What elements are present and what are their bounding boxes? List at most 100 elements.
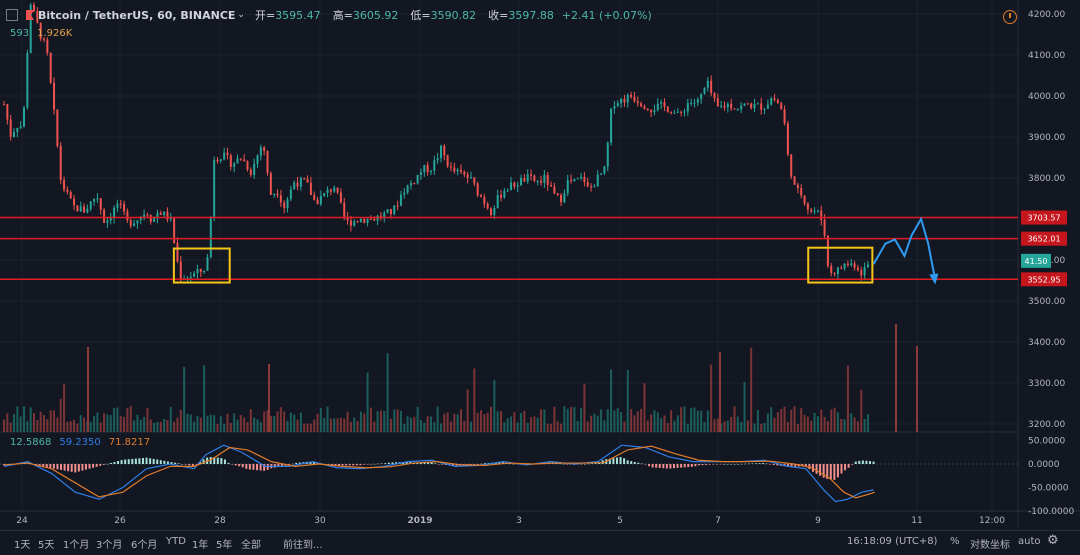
macd-hist-bar bbox=[651, 464, 654, 468]
clock-time[interactable]: 16:18:09 (UTC+8) bbox=[847, 536, 938, 547]
goto-button[interactable]: 前往到... bbox=[283, 540, 323, 551]
log-toggle[interactable]: 对数坐标 bbox=[970, 540, 1010, 551]
macd-hist-bar bbox=[81, 464, 84, 471]
macd-hist-bar bbox=[345, 464, 348, 466]
macd-hist-bar bbox=[88, 464, 91, 469]
range-1d[interactable]: 1天 bbox=[14, 540, 31, 551]
gear-icon[interactable]: ⚙ bbox=[1047, 533, 1059, 548]
volume-bar bbox=[800, 408, 803, 432]
candle-body bbox=[39, 22, 42, 39]
symbol-title[interactable]: Bitcoin / TetherUS, 60, BINANCE bbox=[38, 8, 236, 22]
macd-hist-bar bbox=[637, 462, 640, 464]
volume-bar bbox=[223, 423, 226, 432]
volume-bar bbox=[229, 422, 232, 432]
macd-hist-bar bbox=[587, 463, 590, 465]
macd-signal-value: 71.8217 bbox=[108, 437, 151, 448]
volume-bar bbox=[760, 423, 763, 432]
macd-hist-bar bbox=[744, 463, 747, 465]
macd-hist-bar bbox=[216, 457, 219, 464]
volume-bar bbox=[253, 417, 256, 432]
volume-bar bbox=[319, 408, 322, 432]
candle-body bbox=[269, 173, 272, 195]
volume-bar bbox=[286, 420, 289, 432]
candle-body bbox=[763, 108, 766, 110]
x-tick-label: 24 bbox=[16, 516, 28, 526]
volume-spike bbox=[916, 346, 918, 432]
candle-body bbox=[419, 172, 422, 175]
macd-hist-bar bbox=[156, 459, 159, 464]
range-ytd[interactable]: YTD bbox=[166, 536, 186, 547]
macd-hist-bar bbox=[558, 463, 561, 465]
volume-bar bbox=[810, 420, 813, 432]
volume-bar bbox=[276, 411, 279, 432]
volume-bar bbox=[279, 407, 282, 432]
range-6m[interactable]: 6个月 bbox=[131, 540, 158, 551]
chevron-down-icon[interactable]: ⌄ bbox=[237, 10, 245, 20]
level-price-label: 3552.95 bbox=[1027, 275, 1060, 284]
macd-hist-bar bbox=[384, 463, 387, 464]
alert-clock-icon[interactable] bbox=[1003, 10, 1017, 24]
volume-bar bbox=[76, 423, 79, 432]
percent-toggle[interactable]: % bbox=[950, 536, 960, 547]
volume-bar bbox=[596, 415, 599, 432]
macd-hist-bar bbox=[712, 464, 715, 465]
y-tick-label: 3400.00 bbox=[1028, 338, 1065, 348]
candle-body bbox=[563, 193, 566, 203]
collapse-icon[interactable] bbox=[6, 9, 18, 21]
macd-hist-bar bbox=[437, 464, 440, 465]
candle-body bbox=[463, 171, 466, 175]
volume-bar bbox=[409, 417, 412, 432]
macd-hist-bar bbox=[480, 463, 483, 465]
candle-body bbox=[19, 126, 22, 129]
macd-hist-bar bbox=[776, 464, 779, 466]
macd-hist-bar bbox=[177, 463, 180, 464]
candle-body bbox=[383, 212, 386, 218]
low-label: 低= bbox=[410, 9, 431, 22]
macd-hist-bar bbox=[277, 464, 280, 467]
macd-hist-bar bbox=[199, 461, 202, 464]
projection-path bbox=[872, 216, 937, 281]
candle-body bbox=[239, 158, 242, 160]
volume-bar bbox=[189, 414, 192, 432]
volume-bar bbox=[576, 420, 579, 432]
volume-bar bbox=[386, 353, 389, 432]
macd-hist-bar bbox=[772, 464, 775, 465]
candle-body bbox=[573, 178, 576, 182]
range-3m[interactable]: 3个月 bbox=[96, 540, 123, 551]
macd-hist-bar bbox=[794, 464, 797, 467]
auto-toggle[interactable]: auto bbox=[1018, 536, 1041, 547]
macd-hist-bar bbox=[726, 464, 729, 465]
volume-bar bbox=[256, 419, 259, 432]
candle-body bbox=[369, 218, 372, 220]
volume-bar bbox=[683, 406, 686, 432]
candle-body bbox=[26, 52, 29, 108]
y-tick-label: 3800.00 bbox=[1028, 174, 1065, 184]
candle-body bbox=[806, 203, 809, 210]
volume-bar bbox=[623, 421, 626, 432]
candle-body bbox=[566, 180, 569, 194]
high-label: 高= bbox=[332, 9, 353, 22]
range-1y[interactable]: 1年 bbox=[192, 540, 209, 551]
candle-body bbox=[86, 209, 89, 213]
volume-bar bbox=[43, 415, 46, 432]
candle-body bbox=[246, 161, 249, 170]
candle-body bbox=[546, 174, 549, 186]
macd-hist-bar bbox=[109, 462, 112, 464]
candle-body bbox=[279, 195, 282, 203]
range-1m[interactable]: 1个月 bbox=[63, 540, 90, 551]
candle-body bbox=[826, 235, 829, 267]
candle-body bbox=[243, 159, 246, 162]
candle-body bbox=[556, 193, 559, 195]
candle-body bbox=[453, 167, 456, 172]
candle-body bbox=[346, 216, 349, 221]
range-all[interactable]: 全部 bbox=[241, 540, 261, 551]
macd-hist-bar bbox=[608, 458, 611, 464]
range-5d[interactable]: 5天 bbox=[38, 540, 55, 551]
range-5y[interactable]: 5年 bbox=[216, 540, 233, 551]
candle-body bbox=[526, 174, 529, 182]
volume-bar bbox=[113, 408, 116, 432]
volume-bar bbox=[546, 423, 549, 432]
bottom-toolbar: 1天 5天 1个月 3个月 6个月 YTD 1年 5年 全部 前往到... 16… bbox=[0, 530, 1080, 555]
volume-bar bbox=[493, 379, 496, 432]
